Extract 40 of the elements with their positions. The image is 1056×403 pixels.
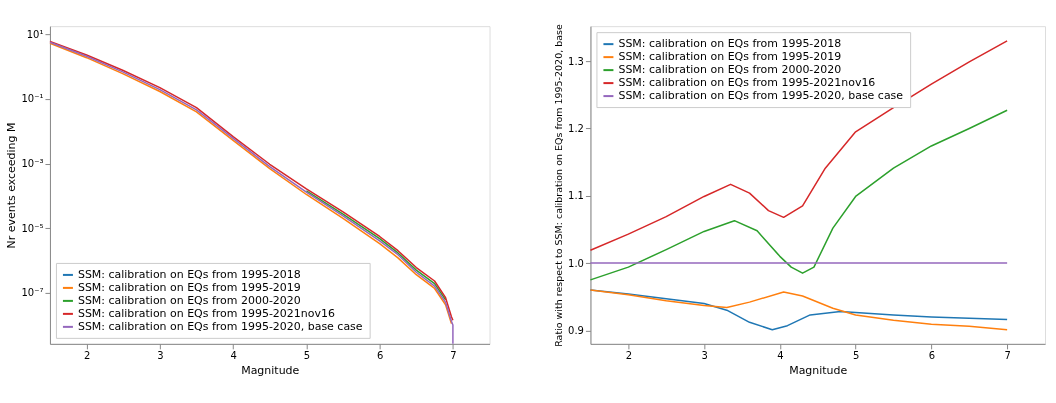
x-tick-label: 5 <box>852 350 860 362</box>
x-tick-label: 4 <box>230 350 237 362</box>
legend-label: SSM: calibration on EQs from 1995-2021nov16 <box>77 306 335 320</box>
y-tick-label: 10¹ <box>26 28 44 40</box>
legend-label: SSM: calibration on EQs from 1995-2018 <box>618 37 842 51</box>
x-tick-label: 3 <box>701 350 708 362</box>
legend-label: SSM: calibration on EQs from 1995-2018 <box>77 267 301 281</box>
legend-label: SSM: calibration on EQs from 1995-2021nov16 <box>618 76 876 90</box>
legend-label: SSM: calibration on EQs from 2000-2020 <box>618 63 842 77</box>
y-tick-label: 10⁻⁷ <box>21 287 44 299</box>
x-tick-label: 5 <box>303 350 311 362</box>
line-series <box>305 190 447 301</box>
x-tick-label: 2 <box>83 350 91 362</box>
y-axis-title: Ratio with respect to SSM: calibration on EQs from 1995-2020, base <box>553 24 565 347</box>
legend-label: SSM: calibration on EQs from 1995-2019 <box>618 50 842 64</box>
x-tick-label: 3 <box>157 350 164 362</box>
x-tick-label: 6 <box>928 350 936 362</box>
x-axis-title: Magnitude <box>241 364 300 378</box>
y-tick-label: 1.0 <box>568 257 584 269</box>
line-series <box>589 289 1008 331</box>
x-tick-label: 2 <box>625 350 632 362</box>
y-tick-label: 1.2 <box>568 122 584 134</box>
x-axis-title: Magnitude <box>789 364 848 378</box>
y-axis-title: Nr events exceeding M <box>5 122 19 249</box>
legend-label: SSM: calibration on EQs from 1995-2020, base case <box>77 319 363 333</box>
y-tick-label: 0.9 <box>568 324 584 336</box>
legend-label: SSM: calibration on EQs from 1995-2019 <box>77 280 301 294</box>
y-tick-label: 1.1 <box>568 190 584 202</box>
x-tick-label: 4 <box>777 350 784 362</box>
y-tick-label: 10⁻³ <box>21 158 44 170</box>
y-tick-label: 10⁻⁵ <box>21 222 44 234</box>
legend-label: SSM: calibration on EQs from 2000-2020 <box>77 293 301 307</box>
legend-label: SSM: calibration on EQs from 1995-2020, base case <box>618 89 904 103</box>
x-tick-label: 6 <box>376 350 384 362</box>
line-series <box>589 109 1008 281</box>
y-tick-label: 1.3 <box>568 55 584 67</box>
x-tick-label: 7 <box>450 350 457 362</box>
line-series <box>589 40 1008 252</box>
x-tick-label: 7 <box>1004 350 1011 362</box>
y-tick-label: 10⁻¹ <box>21 93 44 105</box>
